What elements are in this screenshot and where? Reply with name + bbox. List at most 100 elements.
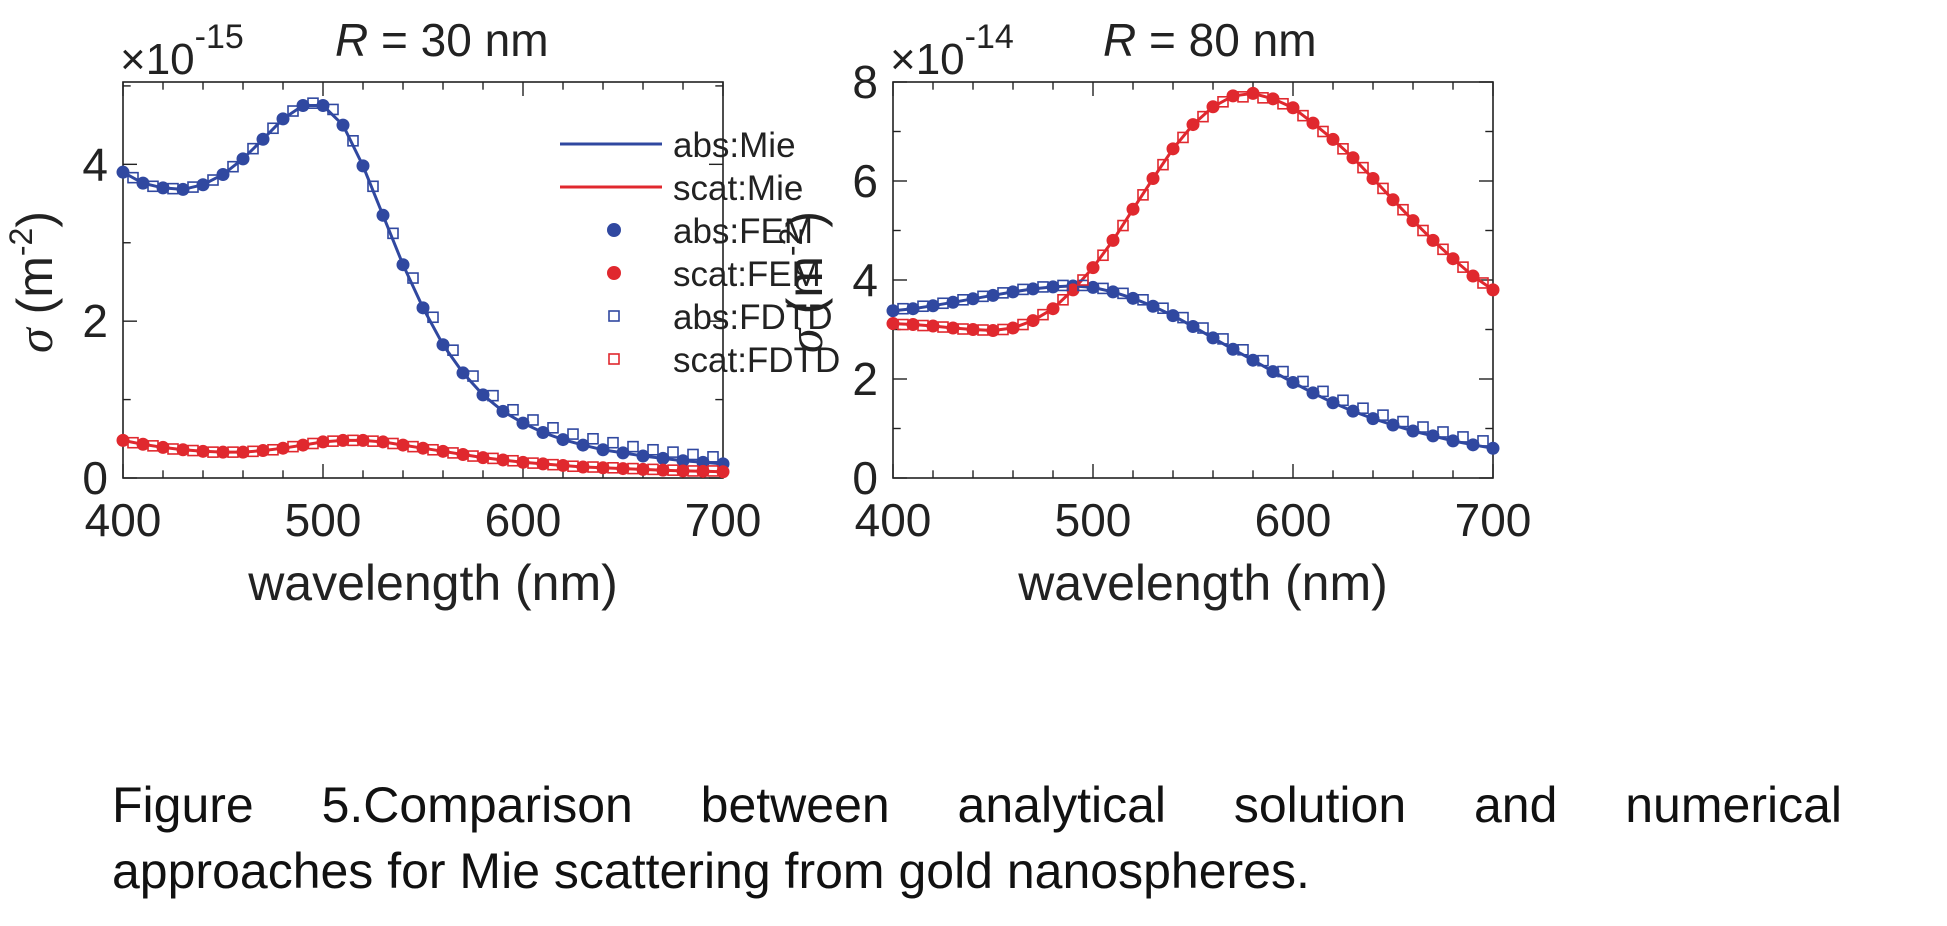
data-point-abs-fem xyxy=(1026,282,1040,296)
data-point-abs-fem xyxy=(1446,434,1460,448)
data-marker-scat-fdtd xyxy=(387,437,399,450)
data-marker-scat-fdtd xyxy=(1377,182,1389,195)
data-point-scat-fem xyxy=(476,451,490,465)
data-point-scat-fem xyxy=(436,444,450,458)
data-marker-scat-fdtd xyxy=(937,321,949,333)
data-marker-abs-fdtd xyxy=(1477,435,1489,447)
data-marker-scat-fdtd xyxy=(207,446,219,458)
data-marker-abs-fdtd xyxy=(527,414,539,426)
data-point-abs-fem xyxy=(236,152,250,166)
data-point-abs-fem xyxy=(696,455,710,469)
data-marker-scat-fdtd xyxy=(487,452,499,465)
data-marker-abs-fdtd xyxy=(247,142,259,155)
y-tick-label: 0 xyxy=(852,452,878,504)
data-marker-scat-fdtd xyxy=(1077,274,1089,286)
data-marker-scat-fdtd xyxy=(567,460,579,473)
data-point-abs-fem xyxy=(356,159,370,173)
data-marker-scat-fdtd xyxy=(507,454,519,467)
x-tick-label: 700 xyxy=(685,494,762,546)
data-marker-abs-fdtd xyxy=(547,422,559,434)
data-marker-abs-fdtd xyxy=(367,180,379,193)
data-point-abs-fem xyxy=(946,295,960,309)
data-point-abs-fem xyxy=(1366,412,1380,426)
data-marker-scat-fdtd xyxy=(1217,96,1229,108)
data-point-abs-fem xyxy=(906,302,920,316)
data-marker-abs-fdtd xyxy=(1017,283,1029,296)
data-marker-abs-fdtd xyxy=(307,97,319,109)
x-tick-label: 400 xyxy=(855,494,932,546)
data-point-scat-fem xyxy=(1446,252,1460,266)
data-point-abs-fem xyxy=(1106,285,1120,299)
data-point-abs-fem xyxy=(536,426,550,440)
data-marker-scat-fdtd xyxy=(1457,261,1469,273)
data-point-scat-fem xyxy=(276,441,290,455)
x-tick-label: 500 xyxy=(1055,494,1132,546)
data-marker-abs-fdtd xyxy=(167,182,179,195)
data-marker-scat-fdtd xyxy=(707,465,719,477)
data-point-scat-fem xyxy=(1406,214,1420,228)
data-marker-abs-fdtd xyxy=(607,436,619,449)
data-point-scat-fem xyxy=(196,444,210,458)
data-point-abs-fem xyxy=(1326,396,1340,410)
data-marker-abs-fdtd xyxy=(1097,282,1109,295)
data-point-abs-fem xyxy=(656,451,670,465)
data-point-scat-fem xyxy=(556,458,570,472)
data-marker-scat-fdtd xyxy=(1177,131,1189,144)
chart-right: 400 500 600 700 0 2 4 6 8 wavelength (nm) σ (m-2) ×… xyxy=(773,14,1531,611)
data-point-abs-fem xyxy=(636,449,650,463)
data-marker-abs-fdtd xyxy=(127,171,139,184)
data-point-abs-fem xyxy=(1226,342,1240,356)
data-marker-abs-fdtd xyxy=(447,344,459,356)
data-point-scat-fem xyxy=(156,440,170,454)
data-marker-abs-fdtd xyxy=(1317,385,1329,398)
data-point-abs-fem xyxy=(676,454,690,468)
data-marker-abs-fdtd xyxy=(687,448,699,461)
data-point-scat-fem xyxy=(966,323,980,336)
plot-frame xyxy=(892,81,1494,479)
data-marker-abs-fdtd xyxy=(1457,431,1469,443)
data-point-abs-fem xyxy=(1006,285,1020,299)
data-marker-abs-fdtd xyxy=(937,297,949,310)
data-marker-abs-fdtd xyxy=(1397,415,1409,428)
data-point-abs-fem xyxy=(496,404,510,418)
data-marker-scat-fdtd xyxy=(187,444,199,457)
caption-word: 5.Comparison xyxy=(321,777,633,833)
legend-swatch-square xyxy=(608,310,620,322)
data-point-abs-fem xyxy=(296,99,310,113)
x-tick-label: 700 xyxy=(1455,494,1532,546)
data-point-scat-fem xyxy=(1166,142,1180,156)
data-marker-scat-fdtd xyxy=(247,445,259,458)
plot-frame xyxy=(122,81,724,479)
data-point-abs-fem xyxy=(1046,280,1060,294)
legend-label: abs:FEM xyxy=(673,212,813,251)
data-marker-abs-fdtd xyxy=(507,403,519,416)
data-point-scat-fem xyxy=(676,464,690,478)
data-marker-abs-fdtd xyxy=(587,432,599,445)
data-marker-scat-fdtd xyxy=(667,464,679,476)
data-point-scat-fem xyxy=(1226,89,1240,103)
data-marker-scat-fdtd xyxy=(1297,109,1309,122)
y-label-exponent: -2 xyxy=(773,228,809,256)
data-marker-scat-fdtd xyxy=(307,437,319,450)
data-point-abs-fem xyxy=(1306,386,1320,400)
data-marker-scat-fdtd xyxy=(1417,224,1429,237)
data-marker-scat-fdtd xyxy=(1017,318,1029,331)
data-marker-abs-fdtd xyxy=(897,302,909,315)
data-marker-abs-fdtd xyxy=(917,300,929,313)
caption-word: between xyxy=(700,777,890,833)
data-point-abs-fem xyxy=(1286,375,1300,389)
data-marker-scat-fdtd xyxy=(1237,91,1249,103)
data-point-abs-fem xyxy=(136,176,150,190)
caption-word: and xyxy=(1473,777,1558,833)
data-point-abs-fem xyxy=(966,292,980,306)
data-marker-scat-fdtd xyxy=(1057,293,1069,306)
x-tick-label: 400 xyxy=(85,494,162,546)
data-point-abs-fem xyxy=(456,366,470,380)
data-point-scat-fem xyxy=(1106,233,1120,247)
data-marker-scat-fdtd xyxy=(1257,92,1269,104)
data-point-scat-fem xyxy=(1146,172,1160,186)
data-point-scat-fem xyxy=(376,435,390,449)
data-marker-abs-fdtd xyxy=(387,227,399,240)
y-label-symbol: σ xyxy=(7,326,63,353)
legend-swatch-dot xyxy=(607,266,621,280)
